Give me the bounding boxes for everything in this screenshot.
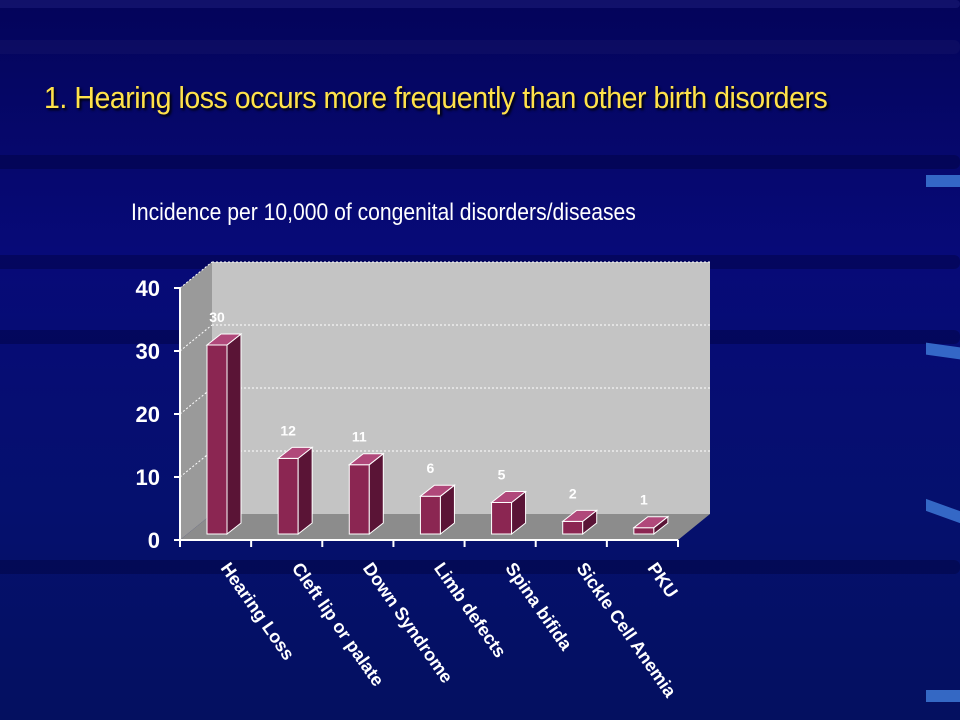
background-stripe — [0, 40, 960, 54]
decorative-bar — [926, 175, 960, 187]
bar — [206, 344, 228, 535]
x-category-label: PKU — [644, 559, 682, 602]
bar-side — [226, 332, 242, 536]
bar — [633, 527, 655, 535]
bar — [419, 495, 441, 535]
bar-top — [276, 446, 314, 459]
gridline — [179, 450, 213, 478]
x-category-label: Hearing Loss — [217, 559, 299, 664]
data-label: 30 — [209, 309, 225, 325]
bar — [277, 457, 299, 535]
data-label: 1 — [640, 492, 648, 508]
bar-top — [561, 509, 599, 522]
chart-subtitle: Incidence per 10,000 of congenital disor… — [131, 199, 636, 226]
bar-side — [368, 452, 384, 536]
gridline — [179, 261, 213, 289]
y-tick-label: 20 — [136, 402, 160, 427]
bar-top — [418, 484, 456, 497]
slide-title: 1. Hearing loss occurs more frequently t… — [44, 80, 828, 115]
background-stripe — [0, 155, 960, 169]
bar-side — [297, 446, 313, 536]
data-label: 11 — [352, 429, 367, 445]
background-stripe — [0, 0, 960, 8]
data-label: 5 — [498, 467, 506, 483]
data-label: 6 — [427, 460, 435, 476]
y-tick-label: 40 — [136, 276, 160, 301]
gridline — [179, 387, 213, 415]
x-category-label: Limb defects — [430, 559, 510, 661]
bar-top — [490, 491, 528, 503]
data-label: 2 — [569, 485, 577, 501]
gridline — [179, 324, 213, 352]
bar-top — [347, 453, 385, 466]
bar-top — [632, 516, 670, 529]
x-category-label: Spina bifida — [501, 559, 576, 655]
bar — [562, 520, 584, 535]
y-tick-label: 10 — [136, 465, 160, 490]
data-label: 12 — [280, 422, 296, 438]
bar-top — [205, 333, 243, 346]
decorative-bar — [926, 690, 960, 702]
background-stripe — [0, 560, 960, 574]
y-tick-label: 0 — [148, 528, 160, 553]
bar — [491, 502, 513, 535]
y-tick-label: 30 — [136, 339, 160, 364]
bar — [348, 464, 370, 535]
